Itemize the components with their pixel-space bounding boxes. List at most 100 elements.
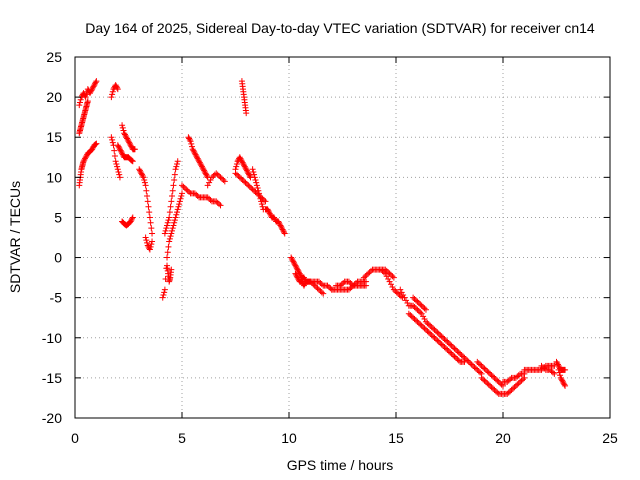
data-point — [421, 305, 428, 312]
data-point — [191, 150, 198, 157]
data-point — [240, 160, 247, 167]
data-point — [188, 143, 195, 150]
data-point — [80, 158, 87, 165]
data-point — [347, 279, 354, 286]
data-point — [119, 122, 126, 129]
data-point — [88, 87, 95, 94]
y-tick-label: -15 — [42, 370, 62, 386]
data-point — [81, 92, 88, 99]
data-point — [136, 167, 143, 174]
data-point — [301, 281, 308, 288]
data-point — [199, 164, 206, 171]
data-point — [324, 282, 331, 289]
data-point — [538, 362, 545, 369]
data-point — [558, 376, 565, 383]
data-point — [246, 172, 253, 179]
data-point — [444, 346, 451, 353]
data-point — [275, 218, 282, 225]
data-point — [241, 162, 248, 169]
data-point — [251, 171, 258, 178]
data-point — [488, 372, 495, 379]
data-point — [435, 338, 442, 345]
data-point — [345, 286, 352, 293]
data-point — [278, 223, 285, 230]
data-point — [318, 289, 325, 296]
data-point — [142, 182, 149, 189]
data-point — [169, 227, 176, 234]
data-point — [190, 147, 197, 154]
data-point — [200, 166, 207, 173]
data-point — [450, 344, 457, 351]
data-point — [148, 241, 155, 248]
data-point — [161, 286, 168, 293]
data-point — [553, 358, 560, 365]
data-point — [93, 78, 100, 85]
x-tick-labels: 0 5 10 15 20 25 — [71, 430, 618, 446]
data-point — [108, 94, 115, 101]
data-point — [249, 186, 256, 193]
data-point — [112, 82, 119, 89]
data-point — [411, 296, 418, 303]
series-track-u — [262, 206, 288, 237]
data-point — [288, 254, 295, 261]
series-track-aa — [378, 266, 406, 301]
data-point — [164, 222, 171, 229]
data-point — [253, 179, 260, 186]
data-point — [147, 243, 154, 250]
data-point — [204, 182, 211, 189]
data-point — [325, 283, 332, 290]
data-point — [485, 369, 492, 376]
data-point — [271, 214, 278, 221]
data-point — [169, 187, 176, 194]
data-point — [484, 368, 491, 375]
data-point — [143, 237, 150, 244]
data-point — [290, 258, 297, 265]
data-point — [242, 179, 249, 186]
data-point — [455, 349, 462, 356]
data-point — [216, 201, 223, 208]
data-point — [507, 388, 514, 395]
data-point — [507, 376, 514, 383]
data-point — [310, 281, 317, 288]
data-point — [202, 170, 209, 177]
data-point — [125, 138, 132, 145]
data-point — [89, 86, 96, 93]
data-point — [83, 152, 90, 159]
data-point — [313, 283, 320, 290]
data-point — [250, 168, 257, 175]
data-point — [166, 235, 173, 242]
data-point — [504, 390, 511, 397]
series-track-y — [333, 278, 370, 289]
data-point — [317, 287, 324, 294]
data-point — [428, 324, 435, 331]
data-point — [91, 82, 98, 89]
data-point — [242, 164, 249, 171]
data-point — [214, 199, 221, 206]
data-point — [460, 353, 467, 360]
data-point — [171, 177, 178, 184]
data-point — [90, 83, 97, 90]
chart-title: Day 164 of 2025, Sidereal Day-to-day VTE… — [85, 20, 595, 36]
data-point — [191, 148, 198, 155]
data-point — [173, 163, 180, 170]
data-point — [279, 226, 286, 233]
data-point — [315, 286, 322, 293]
data-point — [432, 336, 439, 343]
data-point — [363, 278, 370, 285]
data-point — [249, 166, 256, 173]
data-point — [307, 278, 314, 285]
series-track-w — [292, 270, 327, 297]
data-point — [445, 340, 452, 347]
series-track-ag — [500, 370, 528, 385]
series-track-ab — [397, 286, 485, 377]
data-point — [292, 270, 299, 277]
data-point — [186, 136, 193, 143]
data-point — [114, 84, 121, 91]
data-point — [347, 285, 354, 292]
data-point — [402, 297, 409, 304]
data-point — [424, 320, 431, 327]
data-point — [417, 309, 424, 316]
data-point — [207, 197, 214, 204]
data-point — [440, 334, 447, 341]
data-point — [138, 170, 145, 177]
